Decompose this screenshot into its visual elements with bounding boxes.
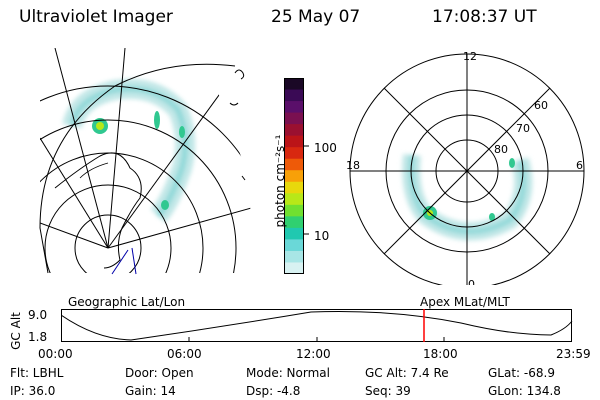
altitude-strip-chart [61,309,573,342]
colorbar-swatch [284,124,304,137]
colorbar-tick-10: 10 [314,229,330,243]
colorbar-swatch [284,158,304,171]
info-mode: Mode: Normal [246,366,330,380]
info-gain: Gain: 14 [125,384,176,398]
colorbar-swatch [284,250,304,263]
info-filter: Flt: LBHL [10,366,64,380]
right-aurora-oval [402,154,533,241]
colorbar-tick-100: 100 [314,141,337,155]
info-seq: Seq: 39 [365,384,411,398]
info-glon: GLon: 134.8 [488,384,561,398]
time-label-0600: 06:00 [167,347,202,361]
colorbar-swatch [284,262,304,274]
time-label-1200: 12:00 [296,347,331,361]
lat-label-60: 60 [534,99,548,112]
colorbar-swatch [284,147,304,160]
mlt-label-18: 18 [346,159,360,172]
info-glat: GLat: -68.9 [488,366,555,380]
time-label-1800: 18:00 [423,347,458,361]
colorbar-unit-label: photon cm⁻²s⁻¹ [273,134,287,228]
magnetic-polar-plot: 12 18 6 0 60 70 80 [346,50,585,285]
time-label-0000: 00:00 [38,347,73,361]
info-dsp: Dsp: -4.8 [246,384,301,398]
time-label: 17:08:37 UT [432,7,537,27]
strip-tick-9: 9.0 [28,308,48,322]
lat-label-70: 70 [516,122,530,135]
colorbar-swatch [284,239,304,252]
colorbar-swatch [284,193,304,206]
mlt-label-12: 12 [463,50,477,63]
geographic-auroral-image [39,48,280,276]
mlt-label-0: 0 [468,278,475,285]
colorbar-swatch [284,135,304,148]
colorbar-swatch [284,78,304,91]
lat-label-80: 80 [494,143,508,156]
time-label-2359: 23:59 [556,347,591,361]
colorbar-swatch [284,101,304,114]
colorbar-swatch [284,181,304,194]
instrument-title: Ultraviolet Imager [19,7,173,27]
color-scale-bar [284,78,309,274]
strip-ylabel: GC Alt [9,312,23,350]
mlt-label-6: 6 [576,159,583,172]
colorbar-swatch [284,204,304,217]
info-door: Door: Open [125,366,194,380]
left-panel-title: Geographic Lat/Lon [68,295,186,309]
strip-tick-1-8: 1.8 [28,330,48,344]
colorbar-swatch [284,216,304,229]
colorbar-frame [284,78,304,274]
date-label: 25 May 07 [271,7,361,27]
colorbar-swatch [284,170,304,183]
colorbar-swatch [284,227,304,240]
info-ip: IP: 36.0 [10,384,56,398]
colorbar-swatch [284,112,304,125]
right-panel-title: Apex MLat/MLT [420,295,510,309]
colorbar-swatch [284,89,304,102]
info-gc-alt: GC Alt: 7.4 Re [365,366,449,380]
left-aurora-oval [62,78,196,223]
